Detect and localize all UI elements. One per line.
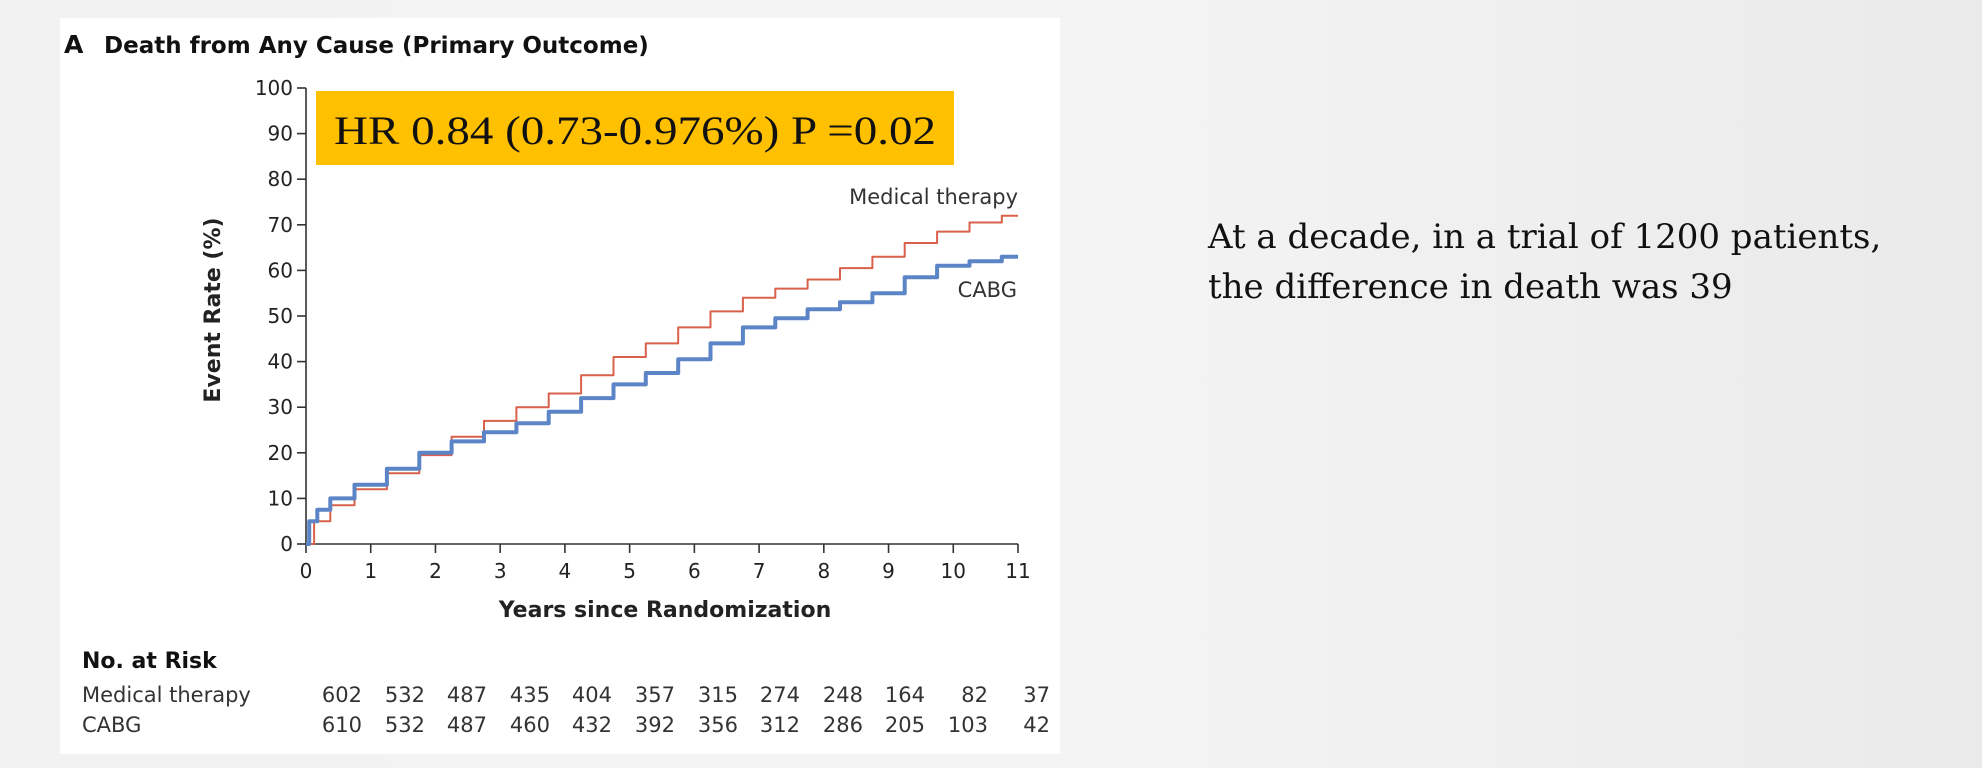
km-chart: A Death from Any Cause (Primary Outcome)…: [64, 30, 1050, 737]
x-tick-label: 11: [1005, 559, 1030, 583]
annotation-text: At a decade, in a trial of 1200 patients…: [1208, 212, 1978, 312]
x-tick-label: 5: [623, 559, 636, 583]
panel-title: Death from Any Cause (Primary Outcome): [104, 33, 649, 59]
annotation-line-1: At a decade, in a trial of 1200 patients…: [1208, 217, 1882, 257]
risk-table-cell: 42: [1023, 713, 1050, 737]
series-line-cabg: [306, 254, 1018, 546]
y-tick-label: 0: [280, 532, 293, 556]
x-tick-label: 4: [559, 559, 572, 583]
risk-row-label-medical-therapy: Medical therapy: [82, 683, 251, 707]
series-label-medical-therapy: Medical therapy: [849, 185, 1018, 209]
risk-table-cell: 205: [885, 713, 925, 737]
y-tick-label: 100: [255, 76, 293, 100]
risk-table-cell: 460: [510, 713, 550, 737]
risk-table-cell: 103: [948, 713, 988, 737]
x-tick-label: 9: [882, 559, 895, 583]
risk-table-cell: 404: [572, 683, 612, 707]
series-label-cabg: CABG: [958, 278, 1017, 302]
risk-table-cell: 432: [572, 713, 612, 737]
risk-table-cell: 274: [760, 683, 800, 707]
x-tick-label: 1: [364, 559, 377, 583]
hr-box: [316, 91, 954, 165]
risk-table-cell: 37: [1023, 683, 1050, 707]
y-tick-label: 30: [268, 395, 293, 419]
risk-table-cell: 356: [698, 713, 738, 737]
risk-table-cell: 312: [760, 713, 800, 737]
x-tick-label: 0: [300, 559, 313, 583]
series-layer: [306, 214, 1018, 546]
risk-table-cell: 610: [322, 713, 362, 737]
risk-table-cell: 82: [961, 683, 988, 707]
y-tick-label: 70: [268, 213, 293, 237]
y-tick-label: 80: [268, 167, 293, 191]
x-axis-label: Years since Randomization: [498, 598, 831, 623]
annotation-line-2: the difference in death was 39: [1208, 267, 1733, 307]
y-axis-label: Event Rate (%): [201, 217, 226, 402]
risk-table-cell: 286: [823, 713, 863, 737]
x-tick-label: 8: [817, 559, 830, 583]
risk-table-cell: 164: [885, 683, 925, 707]
y-tick-label: 20: [268, 441, 293, 465]
risk-table-cell: 435: [510, 683, 550, 707]
risk-table-cell: 487: [447, 713, 487, 737]
x-tick-label: 10: [941, 559, 966, 583]
risk-table-header: No. at Risk: [82, 649, 218, 674]
panel-letter: A: [64, 30, 84, 59]
risk-table-values: 602 532 487 435 404 357 315 274 248 164 82 37 610 532…: [322, 683, 1050, 737]
x-tick-label: 6: [688, 559, 701, 583]
y-tick-label: 50: [268, 304, 293, 328]
x-tick-label: 2: [429, 559, 442, 583]
risk-table-cell: 487: [447, 683, 487, 707]
y-tick-label: 10: [268, 486, 293, 510]
x-tick-label: 3: [494, 559, 507, 583]
risk-row-label-cabg: CABG: [82, 713, 141, 737]
figure-panel: A Death from Any Cause (Primary Outcome)…: [60, 18, 1060, 754]
series-line-medical-therapy: [306, 214, 1018, 545]
risk-table-cell: 532: [385, 683, 425, 707]
risk-table-cell: 357: [635, 683, 675, 707]
risk-table-cell: 602: [322, 683, 362, 707]
y-tick-label: 40: [268, 350, 293, 374]
risk-table-cell: 392: [635, 713, 675, 737]
y-tick-label: 90: [268, 122, 293, 146]
y-tick-label: 60: [268, 258, 293, 282]
risk-table-cell: 532: [385, 713, 425, 737]
risk-table-cell: 315: [698, 683, 738, 707]
axes: 0 1 2 3 4 5 6 7 8 9 10 11 0 10 20 30 40 50 60 70 80 90 100: [255, 76, 1031, 583]
risk-table-cell: 248: [823, 683, 863, 707]
x-tick-label: 7: [753, 559, 766, 583]
hr-text: HR 0.84 (0.73-0.976%) P =0.02: [334, 108, 936, 153]
